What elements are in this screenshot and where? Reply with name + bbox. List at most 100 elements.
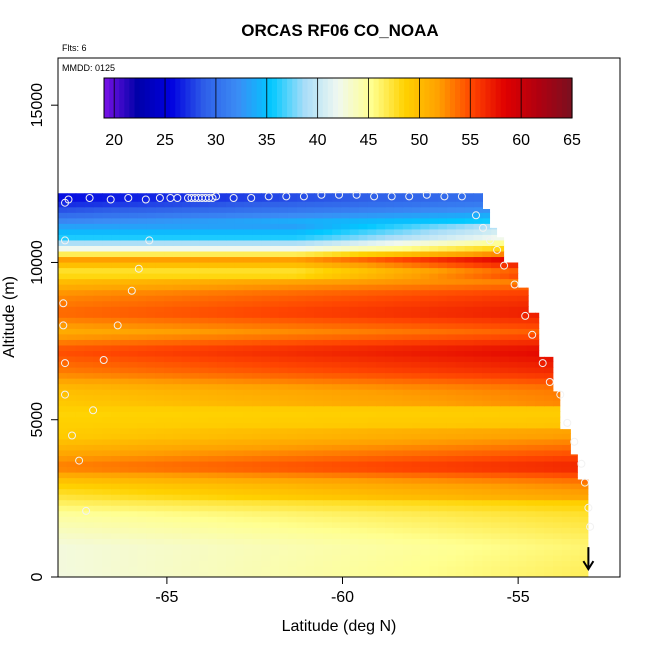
field-cell <box>499 466 510 473</box>
field-cell <box>261 438 271 445</box>
field-cell <box>332 372 342 379</box>
field-cell <box>208 355 218 363</box>
field-cell <box>93 455 103 462</box>
field-cell <box>146 560 156 567</box>
field-cell <box>252 300 262 307</box>
field-cell <box>385 300 395 307</box>
field-cell <box>517 455 528 462</box>
field-cell <box>66 449 77 457</box>
field-cell <box>287 256 298 263</box>
field-cell <box>455 311 466 318</box>
field-cell <box>438 333 448 340</box>
field-cell <box>464 234 475 241</box>
field-cell <box>526 471 536 479</box>
field-cell <box>146 532 156 539</box>
field-cell <box>535 372 545 379</box>
field-cell <box>411 361 422 368</box>
field-cell <box>66 250 77 258</box>
observation-point <box>61 359 69 368</box>
field-cell <box>323 554 333 562</box>
field-cell <box>287 234 298 241</box>
field-cell <box>482 510 492 517</box>
field-cell <box>491 405 501 412</box>
field-cell <box>411 201 422 208</box>
colorbar-segment <box>510 78 517 118</box>
field-cell <box>128 256 139 263</box>
field-cell <box>287 460 298 468</box>
field-cell <box>464 565 475 573</box>
field-cell <box>367 311 377 318</box>
field-cell <box>172 389 183 396</box>
field-cell <box>217 366 227 374</box>
field-cell <box>119 228 130 235</box>
field-cell <box>278 383 289 390</box>
field-cell <box>332 328 342 335</box>
field-cell <box>278 549 289 556</box>
field-cell <box>508 306 519 313</box>
field-cell <box>499 217 510 224</box>
field-cell <box>261 389 271 396</box>
field-cell <box>217 405 227 412</box>
field-cell <box>243 284 254 291</box>
field-cell <box>323 400 333 407</box>
field-cell <box>438 455 448 462</box>
field-cell <box>464 245 475 252</box>
field-cell <box>411 273 422 280</box>
field-cell <box>570 411 581 418</box>
field-cell <box>208 223 218 230</box>
y-tick-label: 15000 <box>29 83 46 128</box>
field-cell <box>75 400 86 407</box>
field-cell <box>111 311 121 318</box>
field-cell <box>508 499 519 506</box>
field-cell <box>491 527 501 534</box>
field-cell <box>332 416 342 423</box>
field-cell <box>544 488 554 495</box>
field-cell <box>323 383 333 390</box>
field-cell <box>66 256 77 263</box>
field-cell <box>137 438 147 445</box>
field-cell <box>464 427 475 434</box>
field-cell <box>411 228 422 235</box>
field-cell <box>278 223 289 230</box>
field-cell <box>526 400 536 407</box>
field-cell <box>261 543 271 550</box>
field-cell <box>499 223 510 230</box>
field-cell <box>296 565 307 573</box>
field-cell <box>491 438 501 445</box>
field-cell <box>429 300 439 307</box>
field-cell <box>526 239 536 246</box>
field-cell <box>411 400 422 407</box>
field-cell <box>393 256 404 263</box>
field-cell <box>420 466 430 473</box>
field-cell <box>155 366 165 374</box>
field-cell <box>517 289 528 296</box>
field-cell <box>199 483 209 490</box>
field-cell <box>553 444 563 451</box>
field-cell <box>155 328 165 335</box>
field-cell <box>261 516 271 523</box>
field-cell <box>75 466 86 473</box>
field-cell <box>446 477 457 484</box>
field-cell <box>385 328 395 335</box>
field-cell <box>66 532 77 539</box>
field-cell <box>570 284 581 291</box>
field-cell <box>146 355 156 363</box>
field-cell <box>155 389 165 396</box>
field-cell <box>411 278 422 285</box>
field-cell <box>464 372 475 379</box>
field-cell <box>190 394 201 401</box>
field-cell <box>190 521 201 528</box>
field-cell <box>340 532 351 539</box>
field-cell <box>544 565 554 573</box>
field-cell <box>102 538 112 545</box>
field-cell <box>278 361 289 368</box>
field-cell <box>438 389 448 396</box>
field-cell <box>119 483 130 490</box>
field-cell <box>517 538 528 545</box>
field-cell <box>111 256 121 263</box>
field-cell <box>482 483 492 490</box>
field-cell <box>278 527 289 534</box>
field-cell <box>234 295 245 302</box>
field-cell <box>482 549 492 556</box>
field-cell <box>66 311 77 318</box>
